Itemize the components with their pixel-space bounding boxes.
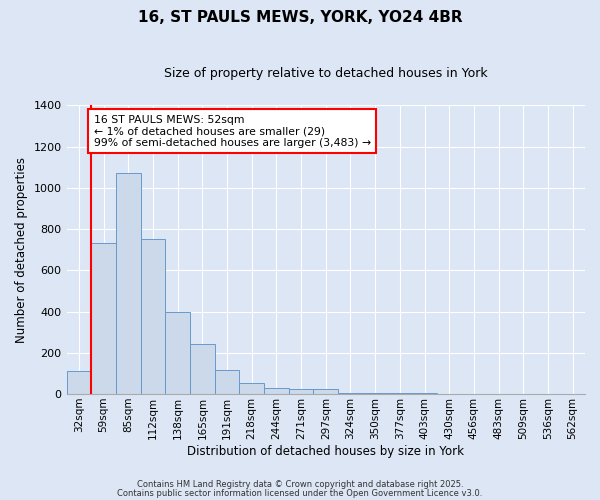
Bar (264, 388, 289, 394)
Text: 16 ST PAULS MEWS: 52sqm
← 1% of detached houses are smaller (29)
99% of semi-det: 16 ST PAULS MEWS: 52sqm ← 1% of detached… (94, 114, 371, 148)
Bar (338, 393, 363, 394)
Text: 16, ST PAULS MEWS, YORK, YO24 4BR: 16, ST PAULS MEWS, YORK, YO24 4BR (137, 10, 463, 25)
Bar (165, 312, 190, 394)
Text: Contains public sector information licensed under the Open Government Licence v3: Contains public sector information licen… (118, 488, 482, 498)
Bar (363, 393, 388, 394)
Bar (313, 389, 338, 394)
Bar (289, 389, 313, 394)
Y-axis label: Number of detached properties: Number of detached properties (15, 156, 28, 342)
Bar (140, 240, 165, 394)
Bar (215, 370, 239, 394)
Bar (239, 382, 264, 394)
Bar (67, 372, 91, 394)
Bar (190, 344, 215, 394)
Bar (116, 174, 140, 394)
X-axis label: Distribution of detached houses by size in York: Distribution of detached houses by size … (187, 444, 464, 458)
Text: Contains HM Land Registry data © Crown copyright and database right 2025.: Contains HM Land Registry data © Crown c… (137, 480, 463, 489)
Bar (91, 244, 116, 394)
Title: Size of property relative to detached houses in York: Size of property relative to detached ho… (164, 68, 488, 80)
